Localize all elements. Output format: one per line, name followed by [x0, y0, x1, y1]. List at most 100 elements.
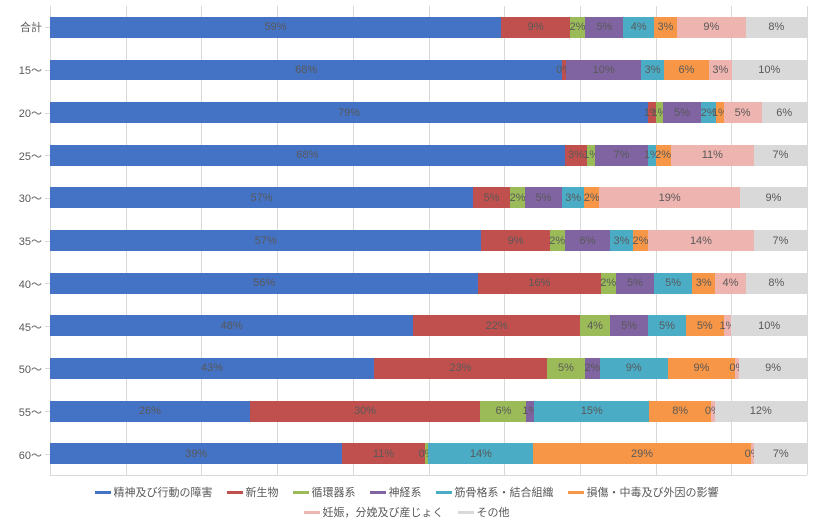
bar-segment: 2%: [510, 187, 525, 208]
bar-segment: 9%: [739, 358, 807, 379]
bar-segment: 5%: [585, 17, 623, 38]
bar-segment: 26%: [50, 401, 250, 422]
bar-segment: 5%: [724, 102, 762, 123]
bar-segment: 5%: [648, 315, 686, 336]
bar-row: 68%0%10%3%6%3%10%: [50, 49, 807, 92]
stacked-bar: 68%0%10%3%6%3%10%: [50, 60, 807, 81]
bar-segment: 29%: [533, 443, 750, 464]
bar-segment: 22%: [413, 315, 580, 336]
bar-segment: 7%: [754, 443, 806, 464]
bar-segment: 79%: [50, 102, 648, 123]
legend-swatch: [304, 511, 320, 514]
bar-row: 79%1%1%5%2%1%5%6%: [50, 91, 807, 134]
bar-row: 39%11%0%14%29%0%7%: [50, 432, 807, 475]
bar-segment: 23%: [374, 358, 547, 379]
bar-segment: 19%: [599, 187, 740, 208]
plot-area: 合計15～20～25～30～35～40～45～50～55～60～ 0%10%20…: [6, 6, 807, 476]
bar-row: 26%30%6%1%15%8%0%12%: [50, 390, 807, 433]
bar-segment: 56%: [50, 273, 478, 294]
stacked-bar: 48%22%4%5%5%5%1%10%: [50, 315, 807, 336]
legend-item: 循環器系: [293, 484, 356, 500]
bar-segment: 9%: [600, 358, 668, 379]
bar-segment: 2%: [570, 17, 585, 38]
y-axis-labels: 合計15～20～25～30～35～40～45～50～55～60～: [6, 6, 50, 476]
stacked-bar: 59%9%2%5%4%3%9%8%: [50, 17, 807, 38]
bar-segment: 9%: [740, 187, 807, 208]
bar-segment: 3%: [610, 230, 633, 251]
bar-segment: 7%: [595, 145, 648, 166]
bar-segment: 10%: [731, 315, 807, 336]
plot-canvas: 0%10%20%30%40%50%60%70%80%90%100% 59%9%2…: [50, 6, 807, 476]
stacked-bar: 26%30%6%1%15%8%0%12%: [50, 401, 807, 422]
y-label: 15～: [6, 49, 50, 92]
bar-segment: 14%: [648, 230, 754, 251]
legend-swatch: [436, 491, 452, 494]
stacked-bar: 68%3%1%7%1%2%11%7%: [50, 145, 807, 166]
y-label: 50～: [6, 348, 50, 391]
bar-segment: 5%: [686, 315, 724, 336]
bar-segment: 7%: [754, 145, 807, 166]
legend-swatch: [458, 511, 474, 514]
bar-segment: 68%: [50, 145, 565, 166]
bar-segment: 6%: [664, 60, 709, 81]
bar-segment: 48%: [50, 315, 413, 336]
y-label: 35～: [6, 220, 50, 263]
legend-label: 筋骨格系・結合組織: [455, 484, 554, 500]
y-label: 20～: [6, 91, 50, 134]
legend-swatch: [227, 491, 243, 494]
bar-segment: 6%: [762, 102, 807, 123]
bar-segment: 7%: [754, 230, 807, 251]
bar-segment: 68%: [50, 60, 562, 81]
bar-segment: 6%: [565, 230, 610, 251]
bar-segment: 8%: [746, 273, 807, 294]
bar-row: 68%3%1%7%1%2%11%7%: [50, 134, 807, 177]
bar-segment: 3%: [562, 187, 584, 208]
y-label: 25～: [6, 134, 50, 177]
bar-segment: 16%: [478, 273, 600, 294]
bar-segment: 5%: [663, 102, 701, 123]
bar-segment: 2%: [585, 358, 600, 379]
bar-segment: 11%: [671, 145, 754, 166]
legend-label: その他: [477, 504, 510, 520]
legend-item: 新生物: [227, 484, 279, 500]
y-label: 合計: [6, 6, 50, 49]
stacked-bar: 57%5%2%5%3%2%19%9%: [50, 187, 807, 208]
legend-item: 損傷・中毒及び外因の影響: [568, 484, 719, 500]
bar-segment: 3%: [654, 17, 677, 38]
bar-segment: 59%: [50, 17, 501, 38]
stacked-bar: 57%9%2%6%3%2%14%7%: [50, 230, 807, 251]
bar-segment: 5%: [616, 273, 654, 294]
y-label: 45～: [6, 305, 50, 348]
legend-label: 精神及び行動の障害: [114, 484, 213, 500]
bar-segment: 57%: [50, 187, 473, 208]
bar-segment: 57%: [50, 230, 481, 251]
legend-label: 損傷・中毒及び外因の影響: [587, 484, 719, 500]
legend-swatch: [370, 491, 386, 494]
bar-segment: 14%: [428, 443, 533, 464]
bar-segment: 30%: [250, 401, 481, 422]
bar-segment: 5%: [654, 273, 692, 294]
bar-segment: 1%: [724, 315, 732, 336]
bar-segment: 4%: [580, 315, 610, 336]
bar-row: 57%9%2%6%3%2%14%7%: [50, 219, 807, 262]
bar-segment: 10%: [566, 60, 641, 81]
gridline: [807, 6, 808, 475]
bar-segment: 5%: [610, 315, 648, 336]
stacked-bar: 39%11%0%14%29%0%7%: [50, 443, 807, 464]
bar-row: 57%5%2%5%3%2%19%9%: [50, 177, 807, 220]
legend-item: 筋骨格系・結合組織: [436, 484, 554, 500]
bar-segment: 2%: [656, 145, 671, 166]
bar-segment: 5%: [525, 187, 562, 208]
legend-label: 神経系: [389, 484, 422, 500]
stacked-bar: 79%1%1%5%2%1%5%6%: [50, 102, 807, 123]
bar-row: 59%9%2%5%4%3%9%8%: [50, 6, 807, 49]
bar-segment: 3%: [641, 60, 664, 81]
bar-segment: 2%: [633, 230, 648, 251]
bar-segment: 2%: [550, 230, 565, 251]
bar-rows: 59%9%2%5%4%3%9%8%68%0%10%3%6%3%10%79%1%1…: [50, 6, 807, 475]
legend-item: 妊娠，分娩及び産じょく: [304, 504, 444, 520]
bar-row: 48%22%4%5%5%5%1%10%: [50, 304, 807, 347]
bar-segment: 1%: [656, 102, 664, 123]
bar-segment: 9%: [501, 17, 570, 38]
bar-segment: 1%: [716, 102, 724, 123]
